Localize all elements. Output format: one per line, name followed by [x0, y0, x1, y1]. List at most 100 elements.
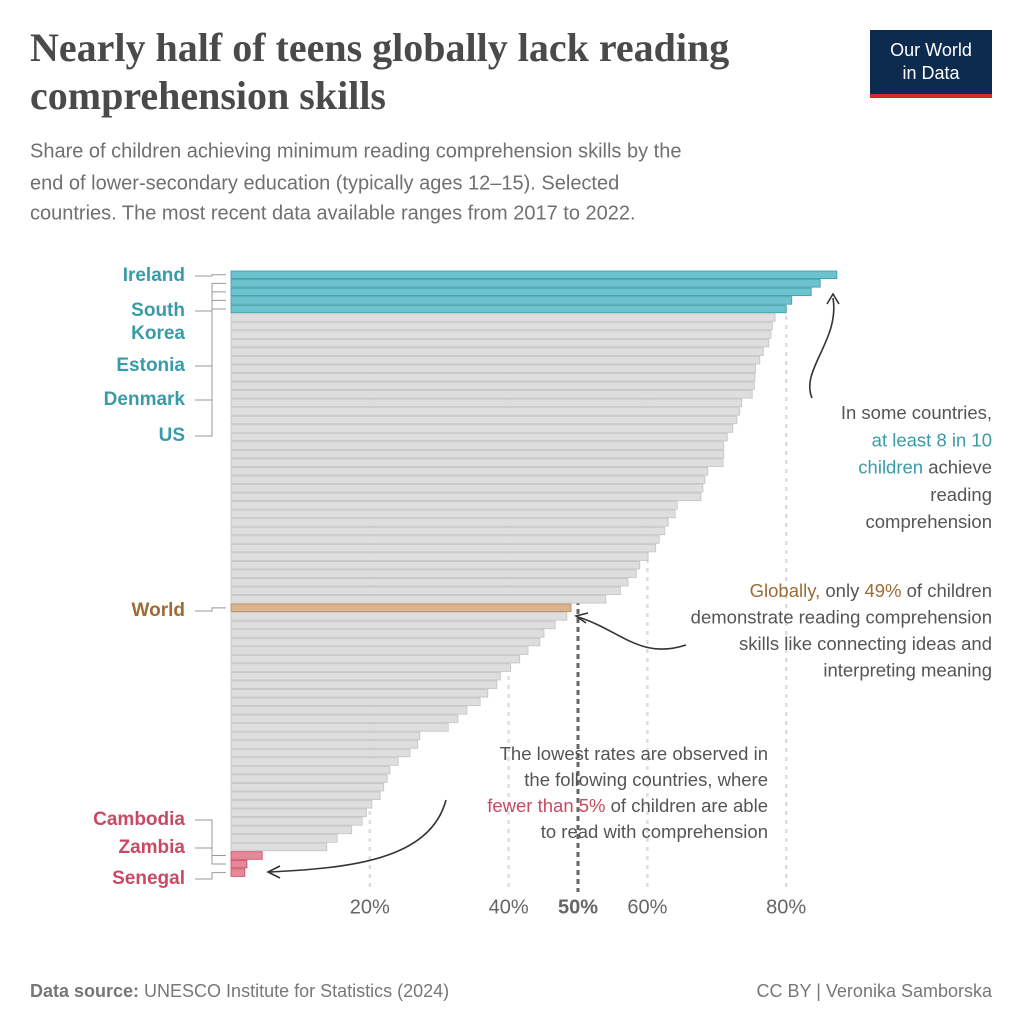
annotation-text: the following countries, where	[524, 769, 768, 790]
bar	[230, 689, 489, 698]
credit: CC BY | Veronika Samborska	[757, 981, 993, 1001]
arrow	[269, 799, 447, 873]
bar	[230, 654, 521, 664]
annotation: interpreting meaning	[823, 659, 992, 680]
bar	[230, 432, 728, 442]
annotation: fewer than 5% of children are able	[487, 795, 768, 816]
annotation-text: at least 8 in 10	[872, 429, 992, 450]
category-label: Ireland	[123, 265, 185, 286]
bar	[230, 364, 757, 373]
logo-text: Our World	[890, 40, 972, 60]
bar	[230, 586, 621, 595]
category-label: Zambia	[118, 837, 185, 858]
category-label: World	[132, 600, 185, 621]
bar	[230, 740, 419, 749]
bar	[230, 765, 391, 775]
annotation-text: 49%	[864, 580, 901, 601]
arrow-head	[574, 612, 589, 624]
bar	[230, 330, 772, 339]
arrow-head	[266, 865, 281, 879]
annotation: The lowest rates are observed in	[500, 743, 768, 764]
annotation: Globally, only 49% of children	[750, 580, 992, 601]
bar	[230, 851, 263, 860]
bar	[230, 834, 338, 843]
annotation-text: demonstrate reading comprehension	[691, 606, 992, 627]
annotation: skills like connecting ideas and	[739, 633, 992, 654]
annotation-text: to read with comprehension	[541, 821, 768, 842]
annotation: to read with comprehension	[541, 821, 768, 842]
bar	[230, 560, 641, 570]
arrows	[266, 292, 840, 879]
bar	[230, 748, 411, 758]
bar	[230, 287, 812, 297]
bar	[230, 424, 734, 433]
label-connector	[195, 291, 226, 367]
bar	[230, 663, 512, 672]
bar	[230, 501, 678, 510]
bar	[230, 552, 649, 561]
bar	[230, 808, 367, 818]
arrow	[577, 616, 687, 650]
bar	[230, 595, 607, 604]
category-label: Estonia	[116, 355, 185, 376]
annotation-text: reading	[930, 484, 992, 505]
bar	[230, 484, 704, 493]
bar	[230, 355, 761, 365]
bar	[230, 279, 821, 288]
logo	[870, 30, 992, 94]
bar	[230, 321, 773, 331]
x-tick-label: 40%	[489, 896, 529, 918]
annotation: the following countries, where	[524, 769, 768, 790]
annotation-text: fewer than 5%	[487, 795, 605, 816]
bar	[230, 518, 669, 527]
category-label: Denmark	[104, 389, 186, 410]
bar	[230, 398, 743, 408]
bar	[230, 578, 629, 587]
annotation-text: of children	[902, 580, 993, 601]
bar	[230, 390, 753, 399]
subtitle: Share of children achieving minimum read…	[30, 140, 681, 162]
label-connector	[195, 282, 226, 312]
bar	[230, 543, 657, 553]
bar	[230, 646, 529, 655]
annotation: reading	[930, 484, 992, 505]
bar	[230, 458, 724, 467]
bar	[230, 467, 709, 476]
bar	[230, 620, 556, 630]
bar	[230, 842, 328, 852]
bar	[230, 603, 572, 613]
bar	[230, 373, 756, 382]
bar	[230, 714, 459, 724]
bar	[230, 415, 738, 425]
annotation-text: children	[858, 456, 923, 477]
category-label: US	[159, 425, 185, 446]
annotation-text: skills like connecting ideas and	[739, 633, 992, 654]
bar	[230, 296, 793, 305]
annotation-text: In some countries,	[841, 402, 992, 423]
source-text: UNESCO Institute for Statistics (2024)	[139, 981, 449, 1001]
category-label: South Korea	[131, 300, 185, 344]
label-connector	[195, 607, 226, 612]
annotation-text: Globally,	[750, 580, 821, 601]
x-tick-label: 50%	[558, 896, 598, 918]
bar	[230, 817, 363, 826]
bar	[230, 697, 481, 706]
bar	[230, 791, 381, 800]
bar	[230, 347, 764, 356]
bar	[230, 723, 449, 732]
annotation: demonstrate reading comprehension	[691, 606, 992, 627]
bar	[230, 774, 388, 783]
annotation-text: The lowest rates are observed in	[500, 743, 768, 764]
category-label: Senegal	[112, 868, 185, 889]
label-connector	[195, 299, 226, 401]
bar	[230, 313, 776, 322]
category-label: Cambodia	[93, 809, 185, 830]
logo-text: in Data	[902, 63, 960, 83]
bar	[230, 509, 676, 519]
bar	[230, 407, 741, 416]
annotation: comprehension	[866, 511, 993, 532]
chart-title: Nearly half of teens globally lack readi…	[30, 25, 729, 70]
bar	[230, 637, 541, 647]
annotation: In some countries,	[841, 402, 992, 423]
bar	[230, 569, 637, 578]
